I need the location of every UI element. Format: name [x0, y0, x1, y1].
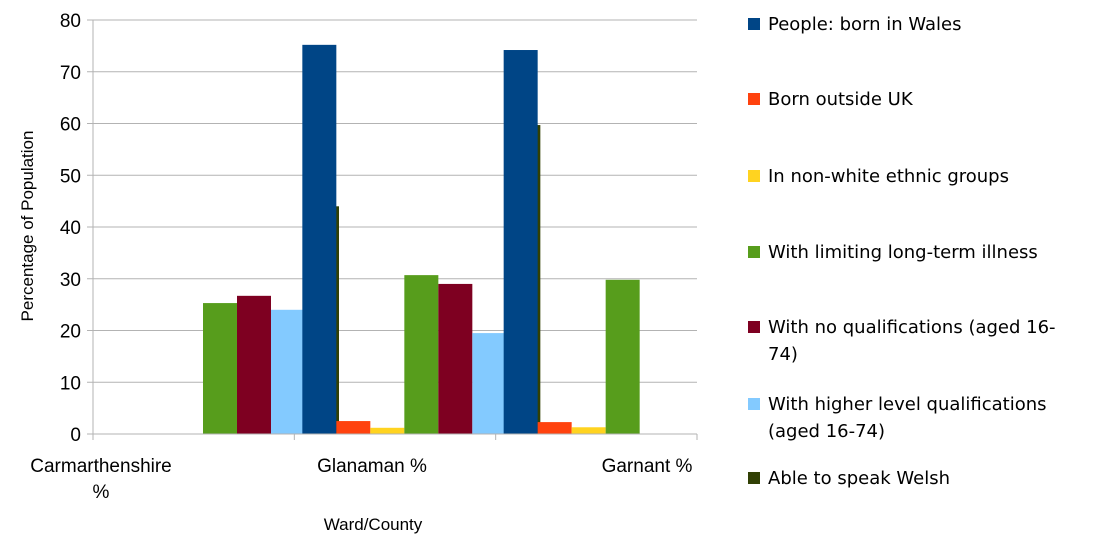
legend-label-line: In non-white ethnic groups: [768, 166, 1009, 187]
legend-label: Able to speak Welsh: [768, 465, 950, 492]
y-axis-title: Percentage of Population: [18, 131, 37, 322]
x-category-label: Glanaman %: [317, 456, 427, 477]
x-category-label: Garnant %: [602, 456, 693, 477]
legend-swatch: [748, 321, 760, 333]
legend-item: Born outside UK: [748, 87, 1088, 113]
bar-1-1: [336, 421, 371, 434]
legend-item: Able to speak Welsh: [748, 466, 1088, 492]
legend-swatch: [748, 398, 760, 410]
legend-swatch: [748, 93, 760, 105]
bar-3-2: [605, 279, 640, 434]
gridlines: [93, 19, 697, 435]
bar-5-1: [472, 333, 507, 434]
bar-2-2: [571, 427, 606, 434]
y-tick-label: 60: [60, 115, 81, 136]
legend-item: With limiting long-term illness: [748, 240, 1088, 266]
x-category-label: %: [93, 482, 110, 503]
bar-3-0: [203, 303, 237, 434]
bar-chart: 0 10 20 30 40 50 60 70 80 Carmarthenshire% Glanam…: [18, 11, 698, 534]
bar-0-2: [503, 50, 538, 434]
legend-label-line: Able to speak Welsh: [768, 468, 950, 489]
bars: [203, 44, 640, 435]
legend-label-line: With no qualifications (aged 16-: [768, 317, 1056, 338]
bar-4-1: [438, 283, 473, 434]
legend-label-line: People: born in Wales: [768, 14, 962, 35]
y-tick-label: 0: [70, 425, 81, 446]
y-tick-label: 30: [60, 270, 81, 291]
y-axis-ticks: 0 10 20 30 40 50 60 70 80: [60, 11, 93, 446]
bar-1-2: [537, 422, 572, 434]
legend-swatch: [748, 170, 760, 182]
legend-label: Born outside UK: [768, 86, 913, 113]
legend-label-line: 74): [768, 344, 798, 365]
x-axis-title: Ward/County: [324, 515, 423, 534]
bar-2-1: [370, 427, 405, 434]
legend-label: With no qualifications (aged 16- 74): [768, 314, 1056, 368]
bar-0-1: [302, 44, 337, 435]
bar-5-0: [271, 309, 305, 434]
legend-swatch: [748, 246, 760, 258]
y-tick-label: 20: [60, 322, 81, 343]
legend-item: With no qualifications (aged 16- 74): [748, 315, 1088, 368]
x-axis-categories: Carmarthenshire% Glanaman % Garnant %: [30, 434, 698, 503]
legend-label: People: born in Wales: [768, 11, 962, 38]
legend-label: In non-white ethnic groups: [768, 163, 1009, 190]
legend-item: With higher level qualifications (aged 16…: [748, 392, 1088, 445]
y-tick-label: 80: [60, 11, 81, 32]
y-tick-label: 70: [60, 63, 81, 84]
legend-item: People: born in Wales: [748, 12, 1088, 38]
y-tick-label: 10: [60, 373, 81, 394]
legend-label-line: With limiting long-term illness: [768, 242, 1038, 263]
legend-label-line: Born outside UK: [768, 89, 913, 110]
bar-3-1: [404, 275, 439, 434]
legend-item: In non-white ethnic groups: [748, 164, 1088, 190]
bar-4-0: [237, 295, 271, 434]
x-category-label: Carmarthenshire: [30, 456, 172, 477]
legend-label: With limiting long-term illness: [768, 239, 1038, 266]
legend-label: With higher level qualifications (aged 16…: [768, 391, 1047, 445]
legend-swatch: [748, 472, 760, 484]
legend-label-line: (aged 16-74): [768, 421, 886, 442]
y-tick-label: 40: [60, 218, 81, 239]
y-tick-label: 50: [60, 166, 81, 187]
legend-label-line: With higher level qualifications: [768, 394, 1047, 415]
legend-swatch: [748, 18, 760, 30]
